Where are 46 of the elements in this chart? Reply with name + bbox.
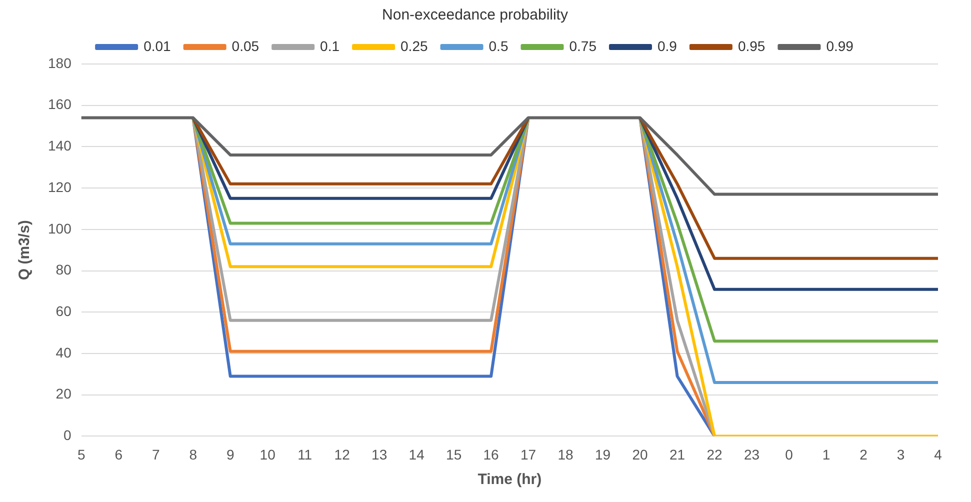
x-tick-label: 4 (934, 446, 942, 462)
legend-label: 0.5 (488, 38, 508, 54)
y-tick-label: 180 (48, 54, 72, 71)
x-tick-label: 14 (408, 446, 425, 462)
y-tick-label: 140 (48, 138, 72, 154)
legend-label: 0.01 (144, 38, 172, 54)
x-tick-label: 8 (189, 446, 198, 462)
x-tick-label: 17 (520, 446, 536, 462)
legend-label: 0.05 (232, 38, 260, 54)
x-tick-label: 6 (114, 446, 123, 462)
legend-label: 0.25 (400, 38, 428, 54)
legend-label: 0.75 (569, 38, 597, 54)
x-tick-label: 11 (298, 446, 312, 462)
y-tick-label: 80 (56, 262, 72, 278)
x-tick-label: 22 (706, 446, 723, 462)
x-tick-label: 16 (483, 446, 500, 462)
y-axis-title: Q (m3/s) (16, 220, 34, 280)
x-tick-label: 9 (226, 446, 234, 462)
x-tick-label: 19 (595, 446, 611, 462)
y-tick-label: 20 (56, 386, 72, 402)
x-tick-label: 7 (152, 446, 160, 462)
x-tick-label: 13 (372, 446, 388, 462)
x-tick-label: 18 (558, 446, 574, 462)
x-tick-label: 2 (860, 446, 868, 462)
y-tick-label: 40 (56, 344, 72, 360)
x-tick-label: 3 (896, 446, 905, 462)
y-tick-label: 100 (48, 220, 72, 236)
y-tick-label: 0 (64, 427, 72, 444)
x-tick-label: 20 (632, 446, 648, 462)
legend-label: 0.95 (738, 38, 766, 54)
x-tick-label: 10 (260, 446, 276, 462)
legend-label: 0.1 (320, 38, 340, 54)
x-tick-label: 12 (334, 446, 350, 462)
y-tick-label: 120 (48, 178, 72, 195)
legend-label: 0.99 (826, 38, 854, 54)
x-tick-label: 1 (822, 446, 830, 462)
legend-label: 0.9 (657, 38, 678, 54)
x-tick-label: 0 (785, 446, 794, 462)
x-tick-label: 23 (744, 446, 760, 462)
x-tick-label: 21 (669, 446, 686, 462)
legend-title: Non-exceedance probability (382, 6, 568, 24)
x-tick-label: 5 (77, 446, 86, 462)
y-tick-label: 160 (48, 96, 72, 112)
x-axis-title: Time (hr) (478, 471, 542, 488)
y-tick-label: 60 (56, 302, 72, 319)
x-tick-label: 15 (446, 446, 462, 462)
